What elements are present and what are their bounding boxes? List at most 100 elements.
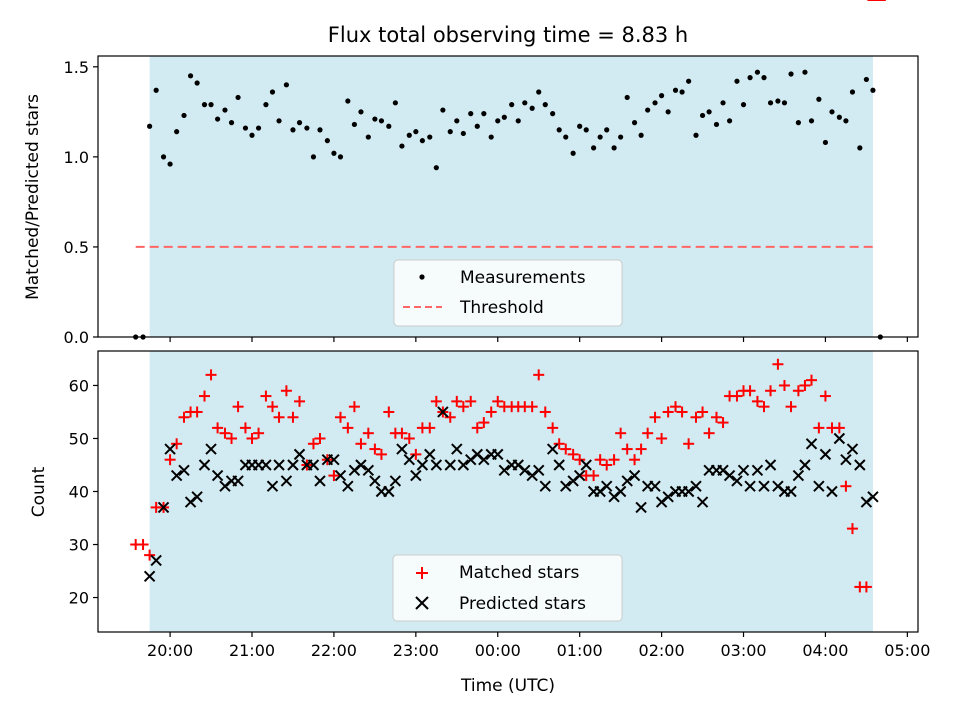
matched-stars-point bbox=[833, 422, 845, 434]
measurement-point bbox=[515, 118, 521, 124]
bottom-legend-box bbox=[392, 554, 623, 622]
measurement-point bbox=[160, 154, 167, 160]
predicted-stars-point bbox=[533, 464, 545, 476]
measurement-point bbox=[870, 87, 876, 93]
measurement-point bbox=[645, 107, 651, 113]
measurement-point bbox=[269, 89, 276, 95]
predicted-stars-point bbox=[362, 464, 375, 476]
matched-stars-point bbox=[485, 406, 497, 418]
matched-stars-point bbox=[457, 401, 469, 413]
bot-y-tick-label-0: 20 bbox=[69, 589, 89, 608]
x-tick-label-3: 23:00 bbox=[393, 641, 439, 660]
matched-stars-point bbox=[697, 406, 709, 418]
matched-stars-point bbox=[164, 454, 176, 466]
matched-stars-point bbox=[683, 438, 695, 450]
predicted-stars-point bbox=[211, 469, 224, 482]
top-axes-frame bbox=[97, 55, 919, 338]
measurement-point bbox=[591, 145, 597, 151]
measurement-point bbox=[836, 114, 842, 120]
predicted-stars-point bbox=[649, 480, 661, 492]
measurement-point bbox=[509, 102, 515, 108]
bottom-predicted-stars-series bbox=[143, 406, 879, 583]
predicted-stars-point bbox=[764, 459, 777, 471]
measurement-point bbox=[556, 127, 562, 133]
matched-stars-point bbox=[444, 411, 456, 423]
legend-matched-label: Matched stars bbox=[459, 563, 579, 583]
predicted-stars-point bbox=[792, 469, 805, 482]
matched-stars-point bbox=[266, 401, 278, 413]
x-tick-label-8: 04:00 bbox=[802, 641, 848, 660]
measurement-point bbox=[604, 127, 610, 133]
measurement-point bbox=[618, 134, 624, 140]
bottom-x-ticks: 20:00 21:00 22:00 23:00 00:00 01:00 02:00 03:00… bbox=[147, 632, 930, 660]
top-y-axis-label: Matched/Predicted stars bbox=[23, 94, 43, 300]
matched-stars-point bbox=[334, 411, 346, 423]
matched-stars-point bbox=[744, 385, 756, 397]
top-y-tick-label-3: 1.5 bbox=[64, 58, 89, 77]
matched-stars-point bbox=[348, 401, 360, 413]
predicted-stars-point bbox=[805, 438, 818, 450]
measurement-point bbox=[181, 112, 187, 119]
measurement-point bbox=[174, 129, 180, 135]
matched-stars-point bbox=[307, 438, 319, 450]
matched-stars-point bbox=[574, 454, 586, 466]
predicted-stars-point bbox=[854, 459, 866, 471]
matched-stars-point bbox=[430, 395, 442, 407]
predicted-stars-point bbox=[539, 480, 551, 492]
top-measurements-series bbox=[133, 69, 883, 340]
matched-stars-point bbox=[246, 432, 258, 444]
matched-stars-point bbox=[369, 443, 381, 455]
predicted-stars-point bbox=[553, 459, 565, 471]
predicted-stars-point bbox=[731, 475, 743, 487]
matched-stars-point bbox=[819, 390, 831, 402]
predicted-stars-point bbox=[751, 464, 764, 476]
matched-stars-point bbox=[280, 385, 292, 397]
matched-stars-point bbox=[751, 395, 763, 407]
matched-stars-point bbox=[703, 427, 715, 439]
matched-stars-point bbox=[785, 401, 797, 413]
predicted-stars-point bbox=[819, 448, 832, 461]
predicted-stars-point bbox=[833, 432, 846, 445]
measurement-point bbox=[857, 145, 863, 151]
matched-stars-point bbox=[840, 480, 852, 492]
matched-stars-point bbox=[410, 448, 422, 460]
measurement-point bbox=[740, 102, 747, 108]
legend-threshold-label: Threshold bbox=[459, 298, 544, 318]
matched-stars-point bbox=[601, 459, 613, 471]
measurement-point bbox=[822, 139, 829, 146]
measurement-point bbox=[781, 100, 788, 106]
matched-stars-point bbox=[273, 411, 285, 423]
measurement-point bbox=[242, 125, 249, 131]
matched-stars-point bbox=[403, 432, 415, 444]
predicted-stars-point bbox=[662, 491, 674, 503]
predicted-stars-point bbox=[430, 459, 443, 471]
x-tick-label-1: 21:00 bbox=[229, 641, 275, 660]
bottom-y-axis-label: Count bbox=[29, 466, 49, 517]
predicted-stars-point bbox=[355, 459, 367, 471]
matched-stars-point bbox=[478, 417, 490, 429]
measurement-point bbox=[208, 102, 214, 108]
measurement-point bbox=[427, 134, 433, 140]
measurement-point bbox=[563, 134, 569, 140]
bot-y-tick-label-2: 40 bbox=[69, 483, 89, 502]
predicted-stars-point bbox=[164, 443, 176, 455]
matched-stars-point bbox=[635, 443, 647, 455]
matched-stars-point bbox=[178, 411, 190, 423]
predicted-stars-point bbox=[205, 443, 217, 455]
measurement-point bbox=[386, 123, 392, 129]
measurement-point bbox=[194, 80, 200, 86]
matched-stars-point bbox=[539, 406, 551, 418]
predicted-stars-point bbox=[143, 570, 156, 583]
matched-stars-point bbox=[533, 369, 545, 381]
measurement-point bbox=[693, 132, 699, 138]
matched-stars-point bbox=[383, 406, 395, 418]
measurement-point bbox=[255, 125, 262, 131]
matched-stars-point bbox=[670, 401, 682, 413]
measurement-point bbox=[706, 109, 712, 115]
matched-stars-point bbox=[731, 390, 743, 402]
measurement-point bbox=[720, 100, 726, 106]
bot-y-tick-label-1: 30 bbox=[69, 536, 89, 555]
measurement-point bbox=[460, 130, 466, 137]
x-axis-label: Time (UTC) bbox=[460, 676, 555, 696]
measurement-point bbox=[454, 118, 460, 124]
